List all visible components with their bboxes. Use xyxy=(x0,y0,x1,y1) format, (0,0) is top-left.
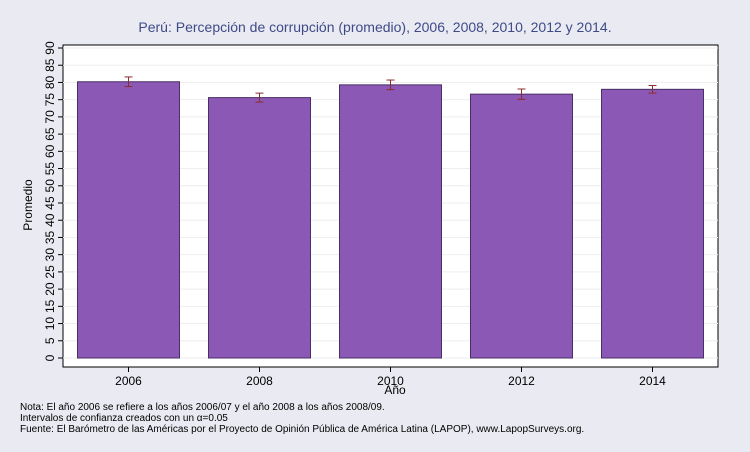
y-tick-label: 25 xyxy=(43,265,57,279)
x-axis-title: Año xyxy=(384,383,406,397)
bar-2010 xyxy=(339,84,442,359)
y-axis-title: Promedio xyxy=(21,179,35,231)
chart-title: Perú: Percepción de corrupción (promedio… xyxy=(138,19,611,35)
y-tick-label: 55 xyxy=(43,162,57,176)
error-bars xyxy=(124,76,657,103)
y-axis-ticks: 0 5 10 15 20 25 30 35 40 45 50 55 60 65 70 75 80 85 90 xyxy=(43,41,63,361)
y-tick-label: 80 xyxy=(43,75,57,89)
error-bar-2014 xyxy=(648,85,657,94)
y-tick-label: 10 xyxy=(43,317,57,331)
y-tick-label: 20 xyxy=(43,282,57,296)
y-tick-label: 60 xyxy=(43,144,57,158)
error-bar-2008 xyxy=(255,92,264,103)
y-tick-label: 70 xyxy=(43,110,57,124)
bars xyxy=(77,81,704,359)
y-tick-label: 30 xyxy=(43,248,57,262)
y-tick-label: 5 xyxy=(43,337,57,344)
source-note: Fuente: El Barómetro de las Américas por… xyxy=(20,424,584,435)
y-tick-label: 45 xyxy=(43,196,57,210)
x-tick-label: 2014 xyxy=(639,374,666,388)
y-tick-label: 35 xyxy=(43,230,57,244)
y-tick-label: 65 xyxy=(43,127,57,141)
x-tick-label: 2008 xyxy=(246,374,273,388)
x-tick-label: 2006 xyxy=(115,374,142,388)
x-axis-ticks: 2006 2008 2010 2012 2014 xyxy=(115,367,666,388)
confidence-note: Intervalos de confianza creados con un α… xyxy=(20,413,228,424)
bar-2008 xyxy=(208,97,311,359)
y-tick-label: 50 xyxy=(43,179,57,193)
bar-2012 xyxy=(470,93,573,359)
note-line: Nota: El año 2006 se refiere a los años … xyxy=(20,402,385,413)
y-tick-label: 90 xyxy=(43,41,57,55)
error-bar-2010 xyxy=(386,79,395,91)
x-tick-label: 2010 xyxy=(377,374,404,388)
y-tick-label: 40 xyxy=(43,213,57,227)
y-tick-label: 0 xyxy=(43,354,57,361)
y-tick-label: 75 xyxy=(43,93,57,107)
y-tick-label: 85 xyxy=(43,58,57,72)
error-bar-2006 xyxy=(124,76,133,88)
y-tick-label: 15 xyxy=(43,299,57,313)
x-tick-label: 2012 xyxy=(508,374,535,388)
error-bar-2012 xyxy=(517,88,526,100)
bar-2006 xyxy=(77,81,180,359)
bar-2014 xyxy=(601,88,704,359)
